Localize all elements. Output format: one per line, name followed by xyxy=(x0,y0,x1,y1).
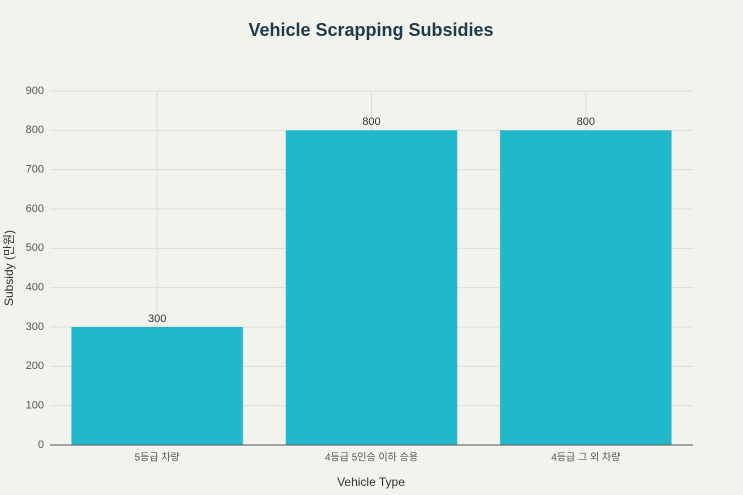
bar xyxy=(285,130,458,446)
y-tick-label: 900 xyxy=(26,85,44,97)
y-tick-label: 800 xyxy=(26,124,44,136)
plot-area: 0 100 200 300 400 500 600 700 800 900 5등급 차량 300 4등급… xyxy=(26,85,693,464)
y-tick-label: 400 xyxy=(26,282,44,294)
y-axis-title: Subsidy (만원) xyxy=(2,230,16,306)
y-tick-label: 200 xyxy=(26,360,44,372)
y-tick-label: 500 xyxy=(26,242,44,254)
bar xyxy=(71,327,243,445)
chart-title: Vehicle Scrapping Subsidies xyxy=(248,20,493,40)
x-axis-title: Vehicle Type xyxy=(337,475,405,489)
y-tick-label: 300 xyxy=(26,321,44,333)
y-tick-label: 0 xyxy=(38,439,44,451)
x-tick-label: 4등급 5인승 이하 승용 xyxy=(325,451,418,464)
x-tick-label: 4등급 그 외 차량 xyxy=(551,452,620,464)
y-tick-label: 700 xyxy=(26,164,44,176)
y-tick-label: 100 xyxy=(26,400,44,412)
data-label: 800 xyxy=(362,116,380,128)
bar xyxy=(500,130,672,446)
x-tick-label: 5등급 차량 xyxy=(135,452,180,464)
data-label: 800 xyxy=(577,116,595,128)
y-tick-label: 600 xyxy=(26,203,44,215)
data-label: 300 xyxy=(148,313,166,325)
